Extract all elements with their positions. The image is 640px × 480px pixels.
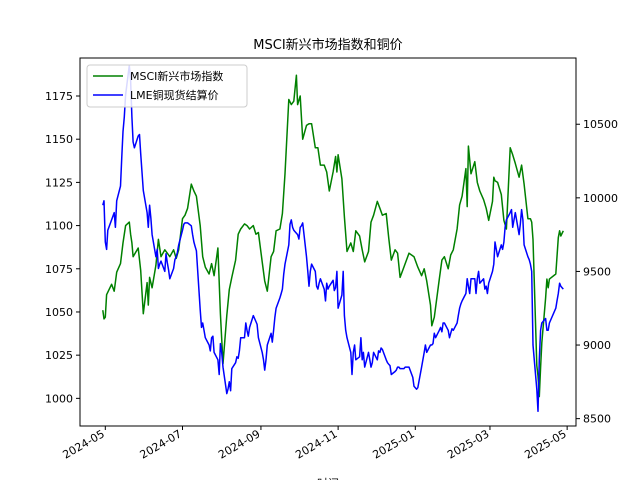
- left-tick-label: 1050: [45, 306, 73, 319]
- left-tick-label: 1125: [45, 176, 73, 189]
- left-tick-label: 1025: [45, 349, 73, 362]
- left-tick-label: 1175: [45, 90, 73, 103]
- series-line-1: [102, 74, 564, 398]
- series-line-2: [102, 64, 564, 413]
- right-tick-label: 8500: [583, 413, 611, 426]
- left-tick-label: 1100: [45, 220, 73, 233]
- legend-label-2: LME铜现货结算价: [130, 88, 219, 102]
- left-tick-label: 1000: [45, 392, 73, 405]
- x-axis-label: 时间: [317, 477, 339, 480]
- legend-label-1: MSCI新兴市场指数: [130, 69, 223, 83]
- left-y-axis: 1000 1025 1050 1075 1100 1125 1150 1175: [45, 90, 80, 405]
- plot-frame: [79, 57, 577, 427]
- left-tick-label: 1150: [45, 133, 73, 146]
- legend: MSCI新兴市场指数 LME铜现货结算价: [86, 64, 248, 108]
- chart-title: MSCI新兴市场指数和铜价: [253, 37, 402, 53]
- right-tick-label: 10500: [583, 118, 618, 131]
- right-tick-label: 9500: [583, 265, 611, 278]
- left-tick-label: 1075: [45, 263, 73, 276]
- plot-area: [80, 58, 576, 426]
- right-tick-label: 10000: [583, 192, 618, 205]
- series-layer: [102, 64, 564, 413]
- legend-box: [86, 64, 248, 108]
- right-tick-label: 9000: [583, 339, 611, 352]
- right-y-axis: 8500 9000 9500 10000 10500: [576, 118, 618, 426]
